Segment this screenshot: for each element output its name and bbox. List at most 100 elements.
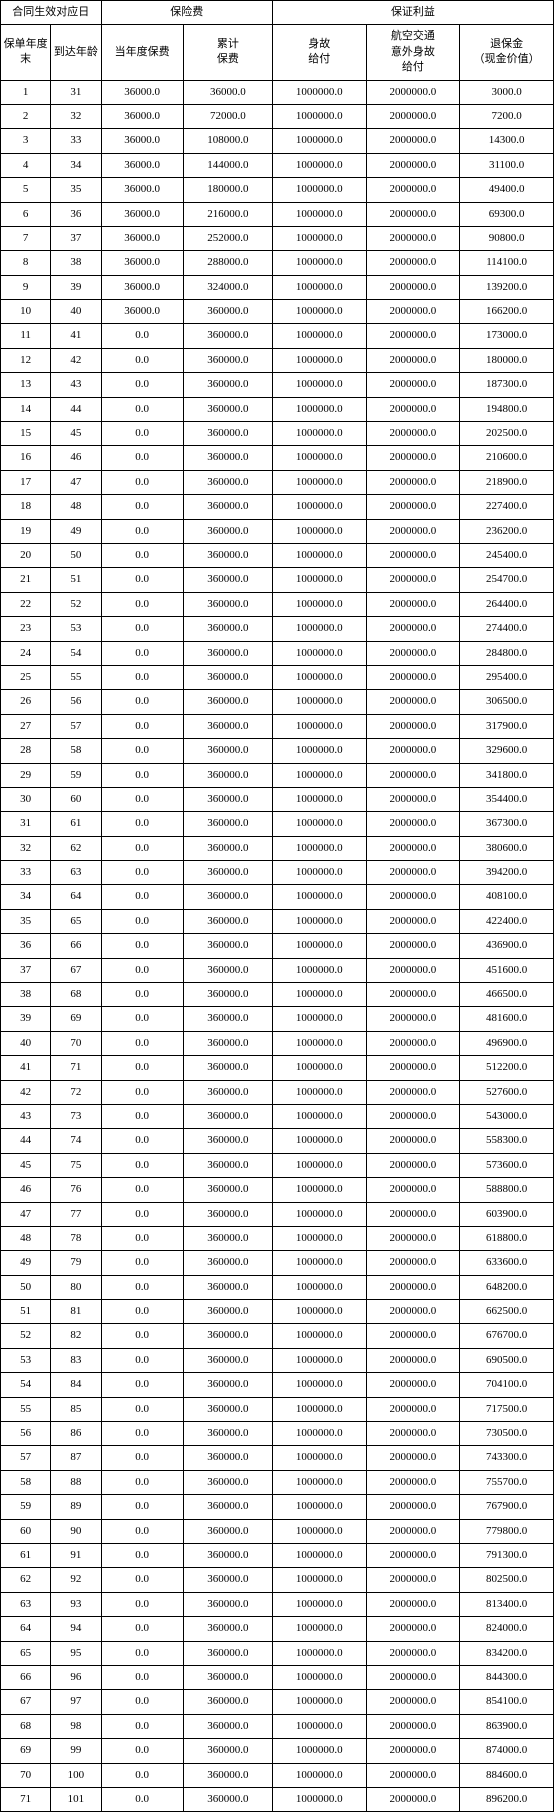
table-cell: 33 (1, 861, 51, 885)
table-cell: 37 (51, 226, 101, 250)
table-cell: 8 (1, 251, 51, 275)
table-cell: 360000.0 (183, 690, 272, 714)
table-cell: 55 (1, 1397, 51, 1421)
table-row: 18480.0360000.01000000.02000000.0227400.… (1, 495, 554, 519)
table-cell: 2000000.0 (366, 324, 460, 348)
table-cell: 2000000.0 (366, 1275, 460, 1299)
table-cell: 1000000.0 (272, 836, 366, 860)
table-cell: 6 (1, 202, 51, 226)
table-cell: 1000000.0 (272, 275, 366, 299)
table-cell: 0.0 (101, 1641, 183, 1665)
table-cell: 28 (1, 739, 51, 763)
header-cumulative-premium: 累计保费 (183, 25, 272, 80)
table-cell: 779800.0 (460, 1519, 554, 1543)
table-row: 11410.0360000.01000000.02000000.0173000.… (1, 324, 554, 348)
table-cell: 2000000.0 (366, 1178, 460, 1202)
table-cell: 114100.0 (460, 251, 554, 275)
table-cell: 36000.0 (183, 80, 272, 104)
table-cell: 1000000.0 (272, 324, 366, 348)
table-cell: 1000000.0 (272, 1202, 366, 1226)
table-cell: 59 (51, 763, 101, 787)
table-cell: 394200.0 (460, 861, 554, 885)
table-cell: 2000000.0 (366, 1763, 460, 1787)
table-cell: 69300.0 (460, 202, 554, 226)
table-row: 52820.0360000.01000000.02000000.0676700.… (1, 1324, 554, 1348)
table-cell: 360000.0 (183, 1519, 272, 1543)
table-cell: 341800.0 (460, 763, 554, 787)
table-cell: 62 (51, 836, 101, 860)
table-cell: 25 (1, 665, 51, 689)
table-cell: 0.0 (101, 543, 183, 567)
table-cell: 1000000.0 (272, 909, 366, 933)
table-cell: 0.0 (101, 641, 183, 665)
table-row: 63930.0360000.01000000.02000000.0813400.… (1, 1592, 554, 1616)
header-attained-age: 到达年龄 (51, 25, 101, 80)
table-row: 23236000.072000.01000000.02000000.07200.… (1, 104, 554, 128)
table-cell: 690500.0 (460, 1348, 554, 1372)
table-cell: 45 (1, 1153, 51, 1177)
table-cell: 360000.0 (183, 348, 272, 372)
table-cell: 54 (51, 641, 101, 665)
table-cell: 1000000.0 (272, 983, 366, 1007)
table-cell: 360000.0 (183, 861, 272, 885)
table-row: 26560.0360000.01000000.02000000.0306500.… (1, 690, 554, 714)
table-cell: 2000000.0 (366, 1714, 460, 1738)
table-cell: 1000000.0 (272, 1714, 366, 1738)
table-cell: 41 (1, 1056, 51, 1080)
table-row: 59890.0360000.01000000.02000000.0767900.… (1, 1495, 554, 1519)
table-cell: 2000000.0 (366, 617, 460, 641)
table-cell: 2000000.0 (366, 1519, 460, 1543)
table-cell: 79 (51, 1251, 101, 1275)
header-surrender-value: 退保金（现金价值） (460, 25, 554, 80)
header-row-top: 合同生效对应日 保险费 保证利益 (1, 1, 554, 25)
header-row-sub: 保单年度末 到达年龄 当年度保费 累计保费 身故给付 航空交通意外身故给付 退保… (1, 25, 554, 80)
table-cell: 2000000.0 (366, 763, 460, 787)
table-cell: 2000000.0 (366, 1544, 460, 1568)
table-cell: 72 (51, 1080, 101, 1104)
table-cell: 50 (1, 1275, 51, 1299)
table-cell: 94 (51, 1617, 101, 1641)
table-row: 22520.0360000.01000000.02000000.0264400.… (1, 592, 554, 616)
table-cell: 51 (51, 568, 101, 592)
table-cell: 43 (51, 373, 101, 397)
table-cell: 0.0 (101, 861, 183, 885)
table-cell: 30 (1, 787, 51, 811)
table-cell: 1000000.0 (272, 495, 366, 519)
table-cell: 264400.0 (460, 592, 554, 616)
table-cell: 57 (1, 1446, 51, 1470)
table-cell: 63 (1, 1592, 51, 1616)
table-cell: 0.0 (101, 519, 183, 543)
table-cell: 1000000.0 (272, 202, 366, 226)
table-cell: 227400.0 (460, 495, 554, 519)
table-row: 53536000.0180000.01000000.02000000.04940… (1, 178, 554, 202)
table-cell: 1000000.0 (272, 568, 366, 592)
table-row: 15450.0360000.01000000.02000000.0202500.… (1, 422, 554, 446)
table-cell: 2000000.0 (366, 1690, 460, 1714)
table-cell: 2000000.0 (366, 1446, 460, 1470)
table-cell: 68 (1, 1714, 51, 1738)
table-cell: 2000000.0 (366, 543, 460, 567)
table-cell: 2000000.0 (366, 1495, 460, 1519)
table-cell: 1000000.0 (272, 1056, 366, 1080)
table-cell: 15 (1, 422, 51, 446)
table-cell: 360000.0 (183, 1080, 272, 1104)
table-cell: 2000000.0 (366, 1422, 460, 1446)
table-cell: 360000.0 (183, 1397, 272, 1421)
table-cell: 0.0 (101, 324, 183, 348)
table-cell: 108000.0 (183, 129, 272, 153)
table-cell: 2000000.0 (366, 1592, 460, 1616)
table-row: 40700.0360000.01000000.02000000.0496900.… (1, 1031, 554, 1055)
table-row: 20500.0360000.01000000.02000000.0245400.… (1, 543, 554, 567)
table-cell: 0.0 (101, 495, 183, 519)
table-cell: 1000000.0 (272, 1739, 366, 1763)
table-cell: 83 (51, 1348, 101, 1372)
table-cell: 360000.0 (183, 470, 272, 494)
table-cell: 360000.0 (183, 1324, 272, 1348)
table-cell: 618800.0 (460, 1226, 554, 1250)
table-row: 16460.0360000.01000000.02000000.0210600.… (1, 446, 554, 470)
table-cell: 21 (1, 568, 51, 592)
header-aviation-accident: 航空交通意外身故给付 (366, 25, 460, 80)
table-cell: 36000.0 (101, 226, 183, 250)
table-row: 25550.0360000.01000000.02000000.0295400.… (1, 665, 554, 689)
table-row: 62920.0360000.01000000.02000000.0802500.… (1, 1568, 554, 1592)
